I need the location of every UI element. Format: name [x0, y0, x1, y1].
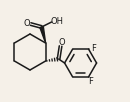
- Text: F: F: [91, 44, 96, 53]
- Text: O: O: [58, 38, 65, 47]
- Polygon shape: [40, 27, 46, 43]
- Text: OH: OH: [50, 17, 63, 26]
- Text: O: O: [24, 19, 30, 28]
- Text: F: F: [88, 77, 93, 86]
